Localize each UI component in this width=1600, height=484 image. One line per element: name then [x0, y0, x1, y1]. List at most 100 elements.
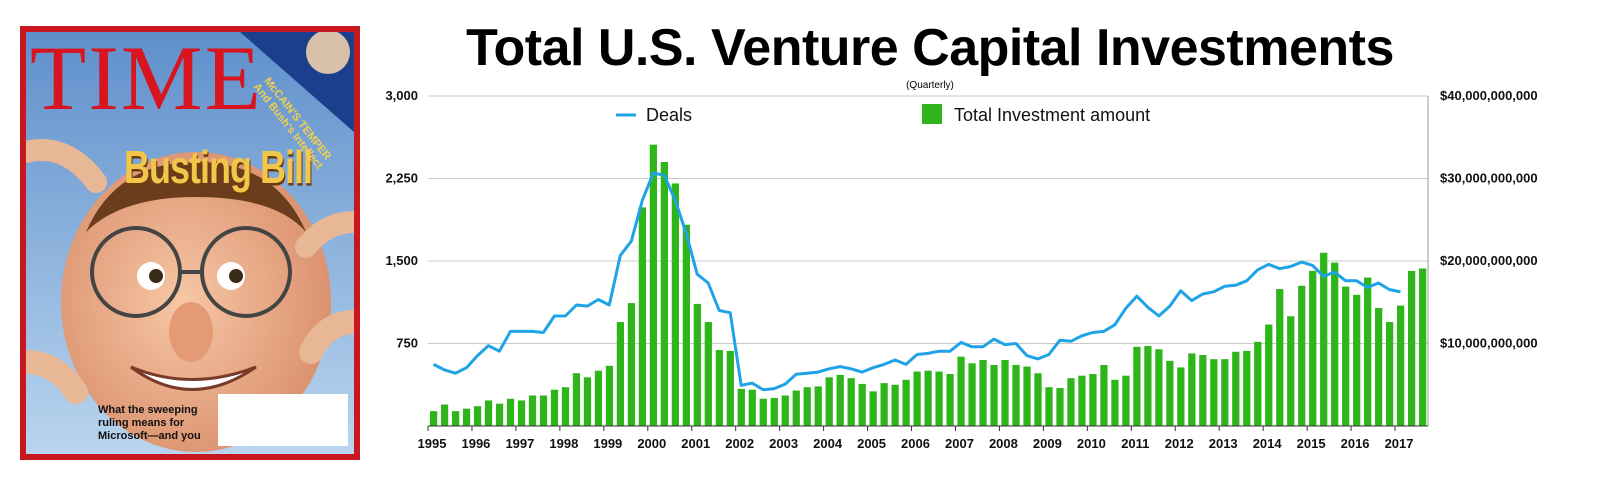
hand-top-left [26, 139, 107, 193]
left-axis-ticks: 750 1,500 2,250 3,000 [385, 88, 418, 351]
x-tick-label: 2015 [1297, 436, 1326, 451]
investment-bar [1155, 349, 1163, 426]
x-tick-label: 2014 [1253, 436, 1283, 451]
investment-bar [1177, 367, 1185, 426]
investment-bar [1265, 324, 1273, 426]
investment-bar [1210, 359, 1218, 426]
investment-bar [1122, 375, 1130, 426]
investment-bar [1056, 388, 1064, 426]
right-tick-label: $30,000,000,000 [1440, 171, 1538, 186]
x-tick-label: 2013 [1209, 436, 1238, 451]
investment-bar [803, 387, 811, 426]
x-tick-label: 2000 [637, 436, 666, 451]
investment-bar [957, 356, 965, 426]
investment-bar [1386, 322, 1394, 426]
x-tick-label: 2001 [681, 436, 710, 451]
investment-bar [759, 398, 767, 426]
investment-bar [902, 379, 910, 426]
investment-bar [462, 408, 471, 426]
hand-bottom-right [299, 310, 354, 364]
left-tick-label: 1,500 [385, 253, 418, 268]
left-tick-label: 3,000 [385, 88, 418, 103]
cover-subhead: What the sweeping ruling means for Micro… [98, 404, 201, 442]
investment-bar [1188, 353, 1196, 426]
investment-bar [1309, 270, 1317, 426]
investment-bar [550, 389, 559, 426]
x-axis-ticks: 1995 1996 1997 1998 1999 2000 2001 2002 2003 2004… [418, 426, 1414, 451]
investment-bar [1089, 374, 1097, 426]
time-magazine-cover: TIME Busting Bill McCAIN'S TEMPER And Bu… [20, 26, 360, 460]
investment-bar [1287, 316, 1295, 426]
banner-portrait [306, 32, 350, 74]
investment-bar [1254, 341, 1262, 426]
legend-deals-label: Deals [646, 105, 692, 125]
investment-bar [836, 374, 844, 426]
investment-bar [517, 400, 526, 426]
hand-bottom-left [26, 350, 88, 404]
investment-bar [913, 371, 921, 426]
investment-bar [814, 386, 822, 426]
investment-bar [539, 395, 548, 426]
investment-bar [858, 383, 866, 426]
x-tick-label: 2003 [769, 436, 798, 451]
investment-bar [1001, 360, 1009, 426]
investment-bar [693, 303, 701, 426]
investment-bar [1353, 294, 1361, 426]
cover-caricature [26, 32, 354, 454]
investment-bar [1100, 364, 1108, 426]
investment-bar [770, 397, 778, 426]
investment-bar [847, 378, 855, 426]
investment-bar [1067, 378, 1075, 426]
investment-bar [781, 395, 789, 426]
investment-bar [1221, 359, 1229, 426]
hand-right [295, 211, 354, 258]
investment-bar [1418, 268, 1427, 426]
smile-shape [130, 365, 257, 391]
investment-bar [1023, 366, 1031, 426]
investment-bar [1243, 350, 1251, 426]
right-axis-ticks: $10,000,000,000 $20,000,000,000 $30,000,00… [1440, 88, 1538, 351]
chart-title: Total U.S. Venture Capital Investments [466, 19, 1394, 77]
investment-bar [1320, 252, 1328, 426]
investment-bar [638, 207, 647, 426]
hair-shape [86, 162, 306, 232]
investment-bar [1144, 345, 1152, 426]
investment-bar [506, 398, 515, 426]
investment-bar [473, 406, 482, 426]
x-tick-label: 2002 [725, 436, 754, 451]
investment-bar [660, 162, 668, 426]
x-tick-label: 2017 [1385, 436, 1414, 451]
x-tick-label: 1996 [461, 436, 490, 451]
x-tick-label: 2005 [857, 436, 886, 451]
investment-bar [1034, 373, 1042, 426]
investment-bar [616, 322, 625, 426]
investment-bar [715, 350, 723, 426]
investment-bar [1375, 308, 1383, 426]
left-tick-label: 750 [396, 336, 418, 351]
investment-bar [869, 391, 877, 426]
investment-bar [1078, 375, 1086, 426]
investment-bar [583, 377, 592, 426]
x-tick-label: 2016 [1341, 436, 1370, 451]
investment-bar [1133, 346, 1141, 426]
investment-bar [1232, 351, 1240, 426]
investment-bar [891, 384, 899, 426]
legend: Deals Total Investment amount [616, 104, 1150, 125]
investment-bar [737, 388, 745, 426]
investment-bar [440, 404, 449, 426]
investment-bar [726, 350, 734, 426]
x-tick-label: 2006 [901, 436, 930, 451]
x-tick-label: 1997 [505, 436, 534, 451]
right-tick-label: $10,000,000,000 [1440, 336, 1538, 351]
investment-bar [979, 360, 987, 426]
investment-bar [682, 224, 690, 426]
investment-bar [1364, 277, 1372, 426]
investment-bar [1199, 355, 1207, 426]
investment-bar [1342, 286, 1350, 426]
chart-subtitle: (Quarterly) [906, 80, 954, 91]
investment-bar [1298, 285, 1306, 426]
x-tick-label: 1995 [418, 436, 447, 451]
x-tick-label: 2008 [989, 436, 1018, 451]
investment-bar [528, 395, 537, 426]
investment-bar [649, 144, 658, 427]
